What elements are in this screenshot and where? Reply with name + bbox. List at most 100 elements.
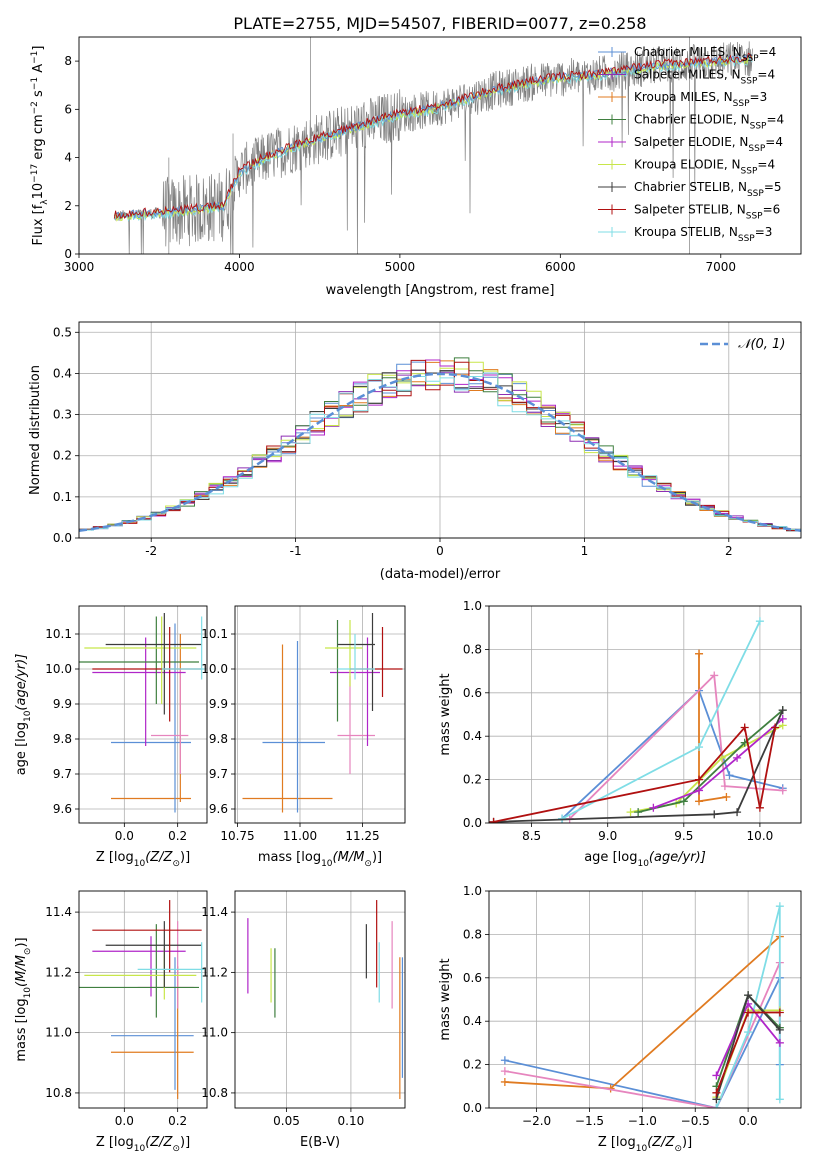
y-tick-label: 0.0 bbox=[463, 816, 482, 830]
x-tick-label: 0 bbox=[436, 544, 444, 558]
legend-entry: Chabrier MILES, NSSP=4 bbox=[634, 45, 776, 64]
plot-marks bbox=[113, 37, 753, 254]
y-tick-label: 0.2 bbox=[463, 773, 482, 787]
y-tick-label: 0.5 bbox=[53, 325, 72, 339]
weight-point bbox=[500, 1077, 509, 1086]
plot-area bbox=[79, 891, 207, 1108]
x-tick-label: 0.2 bbox=[168, 829, 187, 843]
legend-entry: Kroupa MILES, NSSP=3 bbox=[634, 90, 767, 109]
weight-line-salpeter-elodie bbox=[653, 718, 784, 809]
weight-point bbox=[626, 808, 635, 817]
y-tick-label: 9.8 bbox=[209, 732, 228, 746]
weight-point bbox=[755, 803, 764, 812]
weight-line-chabrier-elodie bbox=[637, 709, 784, 813]
axes-spectrum: 3000 4000 5000 6000 7000 0 2 4 6 8 Flux [fλ10−17 e… bbox=[30, 36, 802, 298]
weight-point bbox=[744, 1008, 753, 1017]
weight-point bbox=[744, 991, 753, 1000]
x-tick-label: 0.0 bbox=[739, 1114, 758, 1128]
weight-point bbox=[695, 786, 704, 795]
x-axis-label: Z [log10(Z/Z⊙)] bbox=[96, 850, 190, 869]
plots-layer: 3000 4000 5000 6000 7000 0 2 4 6 8 Flux [fλ10−17 e… bbox=[14, 36, 802, 1154]
weight-point bbox=[733, 808, 742, 817]
y-tick-label: 10.0 bbox=[201, 662, 228, 676]
weight-point bbox=[722, 792, 731, 801]
legend-entry: Chabrier ELODIE, NSSP=4 bbox=[634, 113, 784, 132]
y-tick-label: 0.8 bbox=[463, 642, 482, 656]
x-tick-label: -2 bbox=[145, 544, 157, 558]
y-tick-label: 10.1 bbox=[45, 627, 72, 641]
weight-point bbox=[775, 1008, 784, 1017]
y-tick-label: 6 bbox=[64, 102, 72, 116]
x-tick-label: 2 bbox=[725, 544, 733, 558]
y-tick-label: 0.4 bbox=[463, 1014, 482, 1028]
y-tick-label: 0.2 bbox=[53, 449, 72, 463]
x-tick-label: −1.0 bbox=[628, 1114, 657, 1128]
y-tick-label: 9.6 bbox=[209, 802, 228, 816]
plot-marks bbox=[79, 900, 205, 1099]
y-tick-label: 0.8 bbox=[463, 927, 482, 941]
y-tick-label: 0.6 bbox=[463, 971, 482, 985]
weight-point bbox=[733, 753, 742, 762]
y-tick-label: 1.0 bbox=[463, 884, 482, 898]
axes-frame bbox=[78, 321, 802, 539]
weight-point bbox=[695, 649, 704, 658]
weight-point bbox=[695, 775, 704, 784]
y-tick-label: 9.9 bbox=[53, 697, 72, 711]
plot-marks bbox=[247, 900, 404, 1099]
x-axis-label: Z [log10(Z/Z⊙)] bbox=[598, 1135, 692, 1154]
y-tick-label: 0.0 bbox=[53, 531, 72, 545]
plot-marks bbox=[79, 357, 801, 533]
weight-line-pink bbox=[569, 673, 783, 820]
y-tick-label: 0.3 bbox=[53, 408, 72, 422]
weight-point bbox=[771, 723, 780, 732]
plot-area bbox=[235, 606, 405, 823]
weight-point bbox=[489, 817, 498, 823]
y-tick-label: 1.0 bbox=[463, 599, 482, 613]
weight-point bbox=[778, 786, 787, 795]
x-axis-label: age [log10(age/yr)] bbox=[584, 850, 706, 869]
histogram-kroupa-elodie bbox=[79, 361, 801, 531]
y-tick-label: 10.1 bbox=[201, 627, 228, 641]
axes-residuals: -2 -1 0 1 2 0.0 0.1 0.2 0.3 0.4 0.5 (data-model)/er… bbox=[28, 321, 802, 582]
axes-frame bbox=[488, 890, 802, 1109]
observed-spectrum bbox=[114, 41, 753, 254]
legend-entry: Salpeter STELIB, NSSP=6 bbox=[634, 203, 780, 222]
x-axis-label: Z [log10(Z/Z⊙)] bbox=[96, 1135, 190, 1154]
legend-entry: Salpeter MILES, NSSP=4 bbox=[634, 68, 775, 87]
weight-point bbox=[725, 771, 734, 780]
y-tick-label: 0.2 bbox=[463, 1058, 482, 1072]
model-spectrum-salpeter-stelib bbox=[113, 52, 753, 220]
y-tick-label: 8 bbox=[64, 54, 72, 68]
y-axis-label: mass [log10(M/M⊙)] bbox=[14, 937, 33, 1061]
plot-marks bbox=[500, 902, 784, 1108]
legend-entry: 𝒩(0, 1) bbox=[738, 337, 785, 352]
weight-point bbox=[712, 1088, 721, 1097]
x-tick-label: −2.0 bbox=[522, 1114, 551, 1128]
x-tick-label: 7000 bbox=[706, 260, 737, 274]
y-tick-label: 10.8 bbox=[201, 1086, 228, 1100]
weight-point bbox=[500, 1067, 509, 1076]
weight-point bbox=[710, 671, 719, 680]
weight-point bbox=[775, 1025, 784, 1034]
y-axis-label: Normed distribution bbox=[28, 365, 43, 495]
plot-marks bbox=[242, 613, 403, 813]
x-axis-label: (data-model)/error bbox=[380, 567, 501, 582]
x-axis-label: mass [log10(M/M⊙)] bbox=[258, 850, 382, 869]
x-tick-label: 8.5 bbox=[522, 829, 541, 843]
y-axis-label: Flux [fλ10−17 erg cm−2 s−1 A−1] bbox=[30, 46, 50, 246]
axes-mass_vs_ebv: 0.05 0.10 10.8 11.0 11.2 11.4 E(B-V) bbox=[201, 890, 406, 1150]
axes-frame bbox=[78, 890, 208, 1109]
weight-point bbox=[740, 723, 749, 732]
axes-mass_vs_Z: 0.0 0.2 10.8 11.0 11.2 11.4 Z [log10(Z/Z⊙)] mas… bbox=[14, 890, 208, 1154]
figure-title: PLATE=2755, MJD=54507, FIBERID=0077, z=0… bbox=[233, 14, 646, 33]
y-tick-label: 11.2 bbox=[45, 965, 72, 979]
y-tick-label: 11.0 bbox=[45, 1026, 72, 1040]
y-tick-label: 4 bbox=[64, 151, 72, 165]
weight-point bbox=[775, 1095, 784, 1104]
x-tick-label: 0.2 bbox=[168, 1114, 187, 1128]
x-tick-label: 10.0 bbox=[747, 829, 774, 843]
y-tick-label: 11.4 bbox=[201, 905, 228, 919]
x-tick-label: 6000 bbox=[545, 260, 576, 274]
weight-line-kroupa-stelib bbox=[715, 905, 781, 1108]
weight-point bbox=[500, 1056, 509, 1065]
